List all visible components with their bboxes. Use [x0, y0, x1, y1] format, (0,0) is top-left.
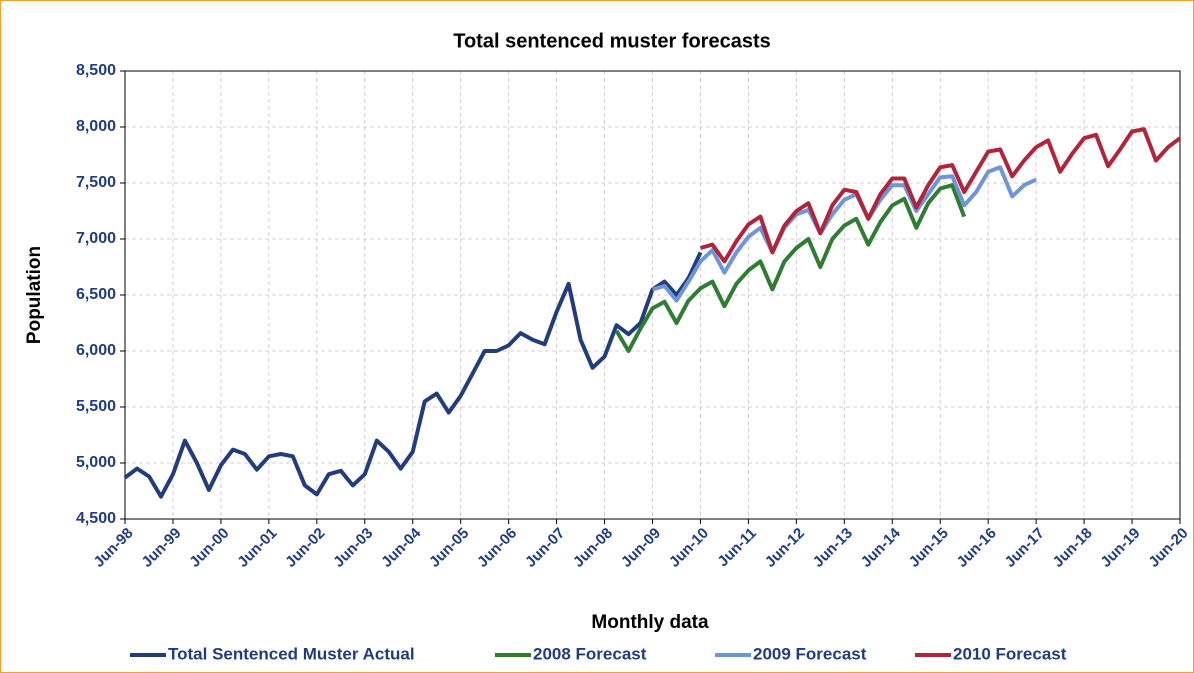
series-line	[614, 183, 967, 353]
series-line	[699, 127, 1182, 264]
legend-label: 2009 Forecast	[753, 644, 867, 663]
y-tick-label: 5,500	[76, 398, 116, 415]
y-tick-label: 7,500	[76, 174, 116, 191]
y-tick-label: 5,000	[76, 454, 116, 471]
y-tick-label: 7,000	[76, 230, 116, 247]
y-tick-label: 8,000	[76, 118, 116, 135]
series-line	[123, 251, 703, 499]
y-axis-title: Population	[24, 246, 45, 344]
legend-label: Total Sentenced Muster Actual	[168, 644, 415, 663]
series-line	[651, 165, 1037, 303]
plot-frame	[124, 70, 1181, 520]
legend-label: 2008 Forecast	[533, 644, 647, 663]
legend-label: 2010 Forecast	[953, 644, 1067, 663]
y-tick-label: 6,000	[76, 342, 116, 359]
chart-title: Total sentenced muster forecasts	[453, 30, 771, 52]
y-tick-label: 4,500	[76, 510, 116, 527]
x-axis-title: Monthly data	[591, 612, 709, 633]
y-tick-label: 8,500	[76, 62, 116, 79]
y-tick-label: 6,500	[76, 286, 116, 303]
